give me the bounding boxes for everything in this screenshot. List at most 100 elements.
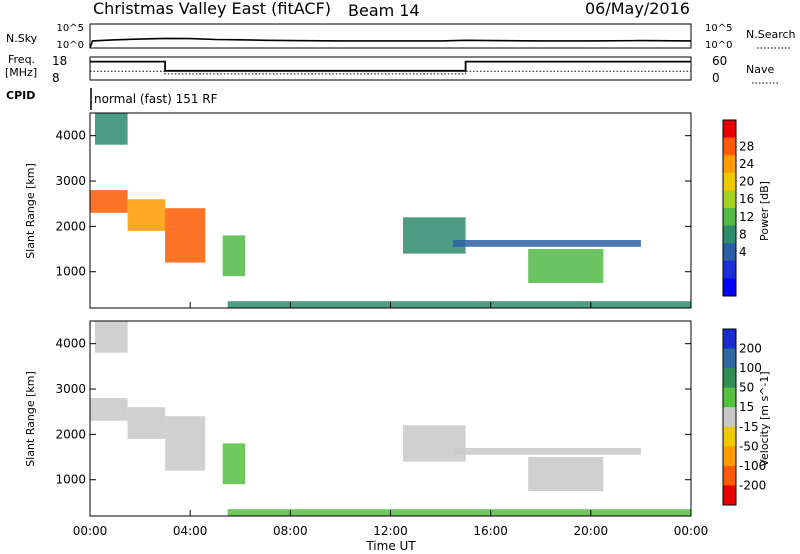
power-echo-region: [222, 235, 246, 277]
colorbar-swatch: [723, 387, 736, 408]
nsky-panel: [89, 23, 692, 49]
freq-panel: [89, 56, 692, 81]
colorbar-swatch: [723, 278, 736, 297]
nave-ytick-bottom: 0: [712, 71, 720, 85]
freq-label-line2: [MHz]: [5, 66, 37, 79]
cpid-text: normal (fast) 151 RF: [94, 92, 218, 106]
power-echo-region: [165, 208, 206, 263]
nave-ytick-top: 60: [712, 54, 727, 68]
power-echo-region: [528, 249, 604, 283]
colorbar-swatch: [723, 348, 736, 369]
power-echo-region: [127, 199, 166, 231]
velocity-data-group: [90, 321, 691, 516]
colorbar-swatch: [723, 260, 736, 279]
colorbar-frame: [722, 328, 737, 506]
velocity-echo-region: [528, 457, 604, 491]
velocity-ytick-label: 3000: [55, 382, 86, 396]
colorbar-swatch: [723, 446, 736, 467]
colorbar-label: 100: [739, 361, 762, 375]
velocity-echo-region: [453, 448, 641, 455]
xaxis-label: Time UT: [365, 539, 416, 553]
power-ylabel: Slant Range [km]: [24, 163, 37, 259]
time-xaxis: 00:00 04:00 08:00 12:00 16:00 20:00 00:00: [73, 302, 709, 538]
freq-series-group: [90, 60, 691, 75]
colorbar-label: 16: [739, 192, 754, 206]
nave-label: Nave: [746, 63, 774, 76]
colorbar-label: -15: [739, 420, 759, 434]
nsearch-label: N.Search: [746, 28, 796, 41]
colorbar-swatch: [723, 426, 736, 447]
colorbar-swatch: [723, 172, 736, 191]
date-title: 06/May/2016: [585, 0, 690, 18]
colorbar-swatch: [723, 465, 736, 486]
nsky-ytick-bottom: 10^0: [57, 40, 84, 51]
colorbar-swatch: [723, 225, 736, 244]
velocity-echo-region: [222, 443, 246, 485]
xtick-label: 20:00: [574, 524, 609, 538]
colorbar-label: 15: [739, 400, 754, 414]
colorbar-swatch: [723, 155, 736, 174]
velocity-ytick-label: 2000: [55, 427, 86, 441]
colorbar-label: -50: [739, 439, 759, 453]
colorbar-label: -100: [739, 459, 766, 473]
nsky-series-line: [89, 37, 692, 49]
nsky-label: N.Sky: [6, 32, 38, 45]
power-ytick-label: 3000: [55, 174, 86, 188]
xtick-label: 16:00: [473, 524, 508, 538]
colorbar-swatch: [723, 407, 736, 428]
velocity-ytick-label: 1000: [55, 473, 86, 487]
power-echo-region: [227, 301, 691, 308]
nsky-ytick-top: 10^5: [57, 23, 84, 34]
colorbar-frame: [722, 119, 737, 297]
cpid-label: CPID: [6, 89, 35, 102]
freq-series-line: [90, 70, 691, 75]
power-echo-region: [403, 217, 466, 254]
beam-title: Beam 14: [348, 1, 420, 20]
velocity-echo-region: [95, 321, 128, 353]
velocity-echo-region: [90, 398, 128, 421]
freq-ytick-bottom: 8: [52, 71, 60, 85]
power-colorbar-title: Power [dB]: [758, 181, 771, 241]
xtick-label: 00:00: [674, 524, 709, 538]
colorbar-label: 4: [739, 245, 747, 259]
colorbar-swatch: [723, 485, 736, 506]
freq-label-line1: Freq.: [8, 53, 35, 66]
power-echo-region: [90, 190, 128, 213]
colorbar-swatch: [723, 368, 736, 389]
colorbar-swatch: [723, 137, 736, 156]
velocity-echo-region: [227, 509, 691, 516]
colorbar-label: 12: [739, 210, 754, 224]
nsearch-ytick-bottom: 10^0: [705, 40, 732, 51]
velocity-echo-region: [403, 425, 466, 462]
power-ytick-label: 4000: [55, 129, 86, 143]
power-ytick-label: 1000: [55, 265, 86, 279]
colorbar-label: 200: [739, 342, 762, 356]
colorbar-swatch: [723, 208, 736, 227]
station-title: Christmas Valley East (fitACF): [93, 0, 331, 18]
velocity-ylabel: Slant Range [km]: [24, 371, 37, 467]
power-echo-region: [95, 113, 128, 145]
colorbar-label: -200: [739, 478, 766, 492]
nsearch-ytick-top: 10^5: [705, 23, 732, 34]
power-ytick-label: 2000: [55, 219, 86, 233]
colorbar-label: 8: [739, 227, 747, 241]
nsky-series-group: [89, 37, 692, 49]
colorbar-swatch: [723, 190, 736, 209]
freq-ytick-top: 18: [52, 54, 67, 68]
freq-series-line: [90, 60, 691, 72]
power-colorbar: 28 24 20 16 12 8 4: [722, 119, 754, 297]
colorbar-label: 24: [739, 157, 754, 171]
velocity-yaxis: 1000 2000 3000 4000: [55, 337, 691, 487]
power-echo-region: [453, 240, 641, 247]
colorbar-swatch: [723, 243, 736, 262]
colorbar-swatch: [723, 120, 736, 139]
xtick-label: 08:00: [273, 524, 308, 538]
velocity-echo-region: [165, 416, 206, 471]
power-data-group: [90, 113, 691, 308]
colorbar-label: 50: [739, 381, 754, 395]
velocity-colorbar-title: Velocity [m s^-1]: [758, 371, 771, 466]
colorbar-swatch: [723, 329, 736, 350]
xtick-label: 04:00: [173, 524, 208, 538]
xtick-label: 00:00: [73, 524, 108, 538]
